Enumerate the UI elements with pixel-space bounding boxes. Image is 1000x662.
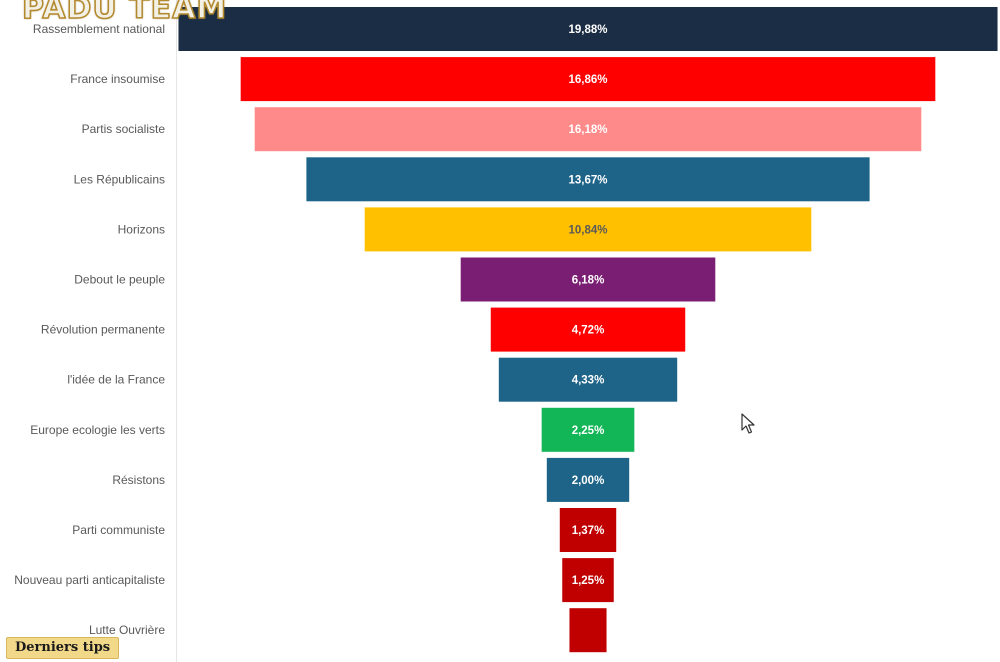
category-label: Les Républicains: [74, 172, 165, 186]
category-label: Résistons: [112, 473, 165, 487]
value-label: 2,25%: [572, 425, 605, 437]
value-label: 4,72%: [572, 325, 605, 337]
funnel-bar[interactable]: [490, 307, 686, 352]
value-label: 4,33%: [572, 375, 605, 387]
category-label: Révolution permanente: [41, 323, 165, 337]
category-label: Debout le peuple: [74, 273, 165, 287]
funnel-bar[interactable]: [569, 608, 607, 653]
category-label: Parti communiste: [72, 523, 165, 537]
category-label: Rassemblement national: [33, 22, 165, 36]
value-label: 1,25%: [572, 575, 605, 587]
funnel-bar[interactable]: [306, 157, 870, 202]
value-label: 1,37%: [572, 525, 605, 537]
value-label: 13,67%: [568, 174, 607, 186]
funnel-bar[interactable]: [498, 357, 678, 402]
category-label: l'idée de la France: [67, 373, 165, 387]
mouse-cursor-icon: [741, 413, 755, 434]
value-label: 19,88%: [568, 24, 607, 36]
funnel-bar[interactable]: [178, 7, 998, 51]
funnel-bar[interactable]: [546, 457, 630, 502]
category-label: Nouveau parti anticapitaliste: [14, 573, 165, 587]
value-label: 16,18%: [568, 124, 607, 136]
value-label: 2,00%: [572, 475, 605, 487]
category-label: Horizons: [118, 222, 165, 236]
funnel-bar[interactable]: [562, 558, 614, 603]
category-label: Europe ecologie les verts: [30, 423, 165, 437]
value-label: 16,86%: [568, 74, 607, 86]
funnel-bar[interactable]: [254, 107, 922, 152]
value-label: 6,18%: [572, 275, 605, 287]
category-label: France insoumise: [70, 72, 165, 86]
funnel-bar[interactable]: [364, 207, 812, 252]
category-label: Partis socialiste: [82, 122, 166, 136]
plot-divider: [176, 0, 177, 662]
category-label: Lutte Ouvrière: [89, 623, 165, 637]
value-label: 10,84%: [568, 224, 607, 236]
funnel-bar[interactable]: [460, 257, 716, 302]
channel-logo: PADU TEAM: [21, 0, 228, 26]
funnel-bar[interactable]: [559, 508, 617, 552]
funnel-bar[interactable]: [541, 407, 635, 452]
funnel-bar[interactable]: [240, 57, 936, 102]
latest-tips-badge[interactable]: Derniers tips: [6, 637, 120, 659]
